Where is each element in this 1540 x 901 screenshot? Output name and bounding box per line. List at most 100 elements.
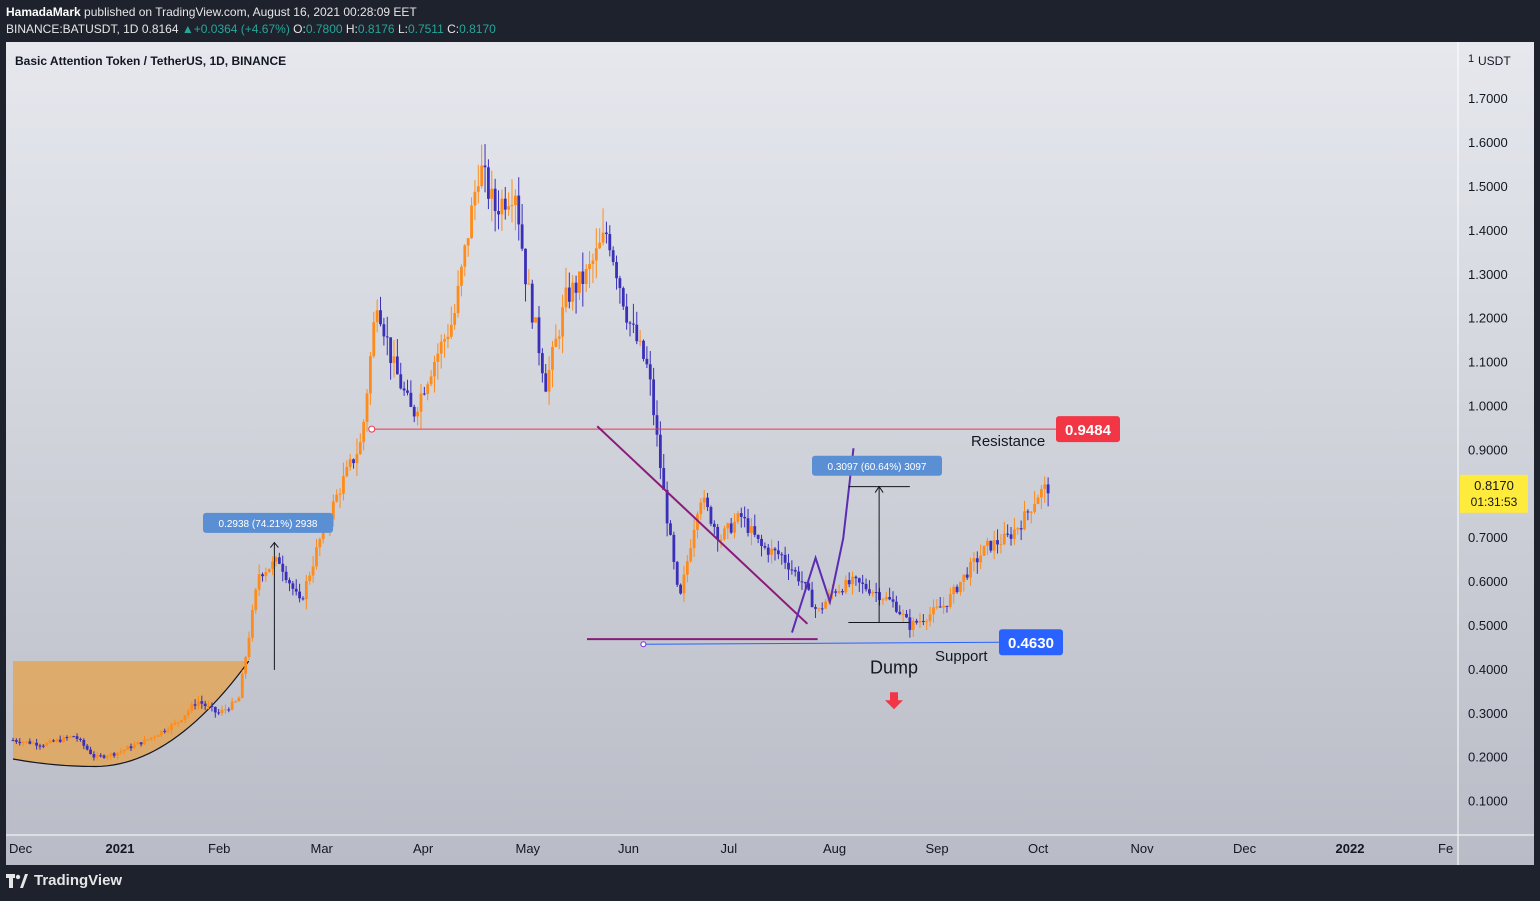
x-tick-label: Dec [9,841,33,856]
candle-body [540,353,544,374]
candle-body [689,548,693,562]
x-tick-label: Fe [1438,841,1453,856]
candle-body [483,165,487,168]
candle-body [898,611,902,615]
candle-body [503,198,507,210]
candle-body [776,550,780,555]
candle-body [372,322,376,357]
candle-body [487,167,490,199]
candle-body [395,356,399,375]
candle-body [1012,529,1016,539]
candle-body [669,523,672,535]
candle-body [436,353,440,362]
candle-body [352,459,355,464]
support-price-tag [999,629,1063,656]
candle-body [163,730,167,732]
candle-body [534,317,538,323]
y-tick-label: 0.6000 [1468,574,1508,589]
y-tick-label: 0.9000 [1468,442,1508,457]
cup-curve [12,660,250,768]
candle-body [982,545,986,556]
candle-body [645,358,649,365]
candle-body [126,746,130,750]
measure-2-tag [812,455,942,476]
y-tick-label: 0.1000 [1468,794,1508,809]
candle-body [969,561,972,578]
price-chart[interactable]: Basic Attention Token / TetherUS, 1D, BI… [6,42,1534,865]
candle-body [443,339,446,342]
candle-body [652,379,656,416]
y-tick-label: 1.2000 [1468,311,1508,326]
candle-body [851,576,854,585]
candle-body [21,742,25,744]
candle-body [773,548,777,551]
candle-body [706,497,709,508]
candle-body [149,737,153,740]
low-value: 0.7511 [407,22,444,36]
publish-info: published on TradingView.com, August 16,… [84,5,417,19]
candle-body [763,546,767,548]
candle-body [527,283,531,285]
candle-body [783,554,787,563]
candle-body [611,250,615,262]
candle-body [369,356,372,394]
candle-body [224,709,227,711]
measure-2-arrow [874,485,884,493]
candle-body [709,507,713,524]
candle-body [234,701,237,703]
candle-body [490,188,494,199]
candle-body [416,411,420,417]
candle-body [692,529,696,549]
candle-body [824,601,827,609]
candle-body [392,356,396,364]
candle-body [315,547,318,567]
candle-body [608,234,612,251]
candle-body [908,617,912,630]
candle-body [480,165,484,187]
candle-body [45,742,49,746]
candle-body [932,607,935,615]
candle-body [379,310,382,325]
candle-body [217,712,221,714]
candle-body [702,497,706,503]
candle-body [797,571,801,582]
candle-body [1002,533,1006,545]
candle-body [699,502,703,515]
candle-body [1016,528,1020,530]
last-price: 0.8164 [141,22,179,36]
resistance-price-label: 0.9484 [1065,422,1112,439]
low-label: L: [397,22,408,36]
x-tick-label: Apr [413,841,434,856]
bar-countdown-label: 01:31:53 [1471,495,1518,509]
candle-body [894,601,898,612]
candle-body [999,544,1003,546]
currency-label: USDT [1478,54,1511,68]
candle-body [810,589,814,608]
candle-body [72,736,76,738]
candle-body [716,526,720,540]
candle-body [598,242,602,249]
candle-body [429,376,433,385]
author-name[interactable]: HamadaMark [6,5,81,19]
footer-brand[interactable]: TradingView [6,872,122,889]
candle-body [453,313,457,325]
candle-body [574,282,578,293]
support-line [643,641,1002,645]
candle-body [621,288,625,307]
candle-body [1006,533,1010,535]
candle-body [513,195,517,206]
candle-body [679,584,682,594]
open-value: 0.7800 [305,22,343,36]
candle-body [200,701,204,704]
support-price-label: 0.4630 [1008,635,1054,652]
candle-body [335,494,339,502]
candle-body [750,526,753,533]
candle-body [1036,497,1040,505]
candle-body [719,539,723,541]
candle-body [129,746,133,749]
candle-body [331,501,335,520]
candle-body [122,749,126,752]
down-arrow-icon [885,692,903,710]
candle-body [463,245,467,267]
candle-body [389,337,393,364]
